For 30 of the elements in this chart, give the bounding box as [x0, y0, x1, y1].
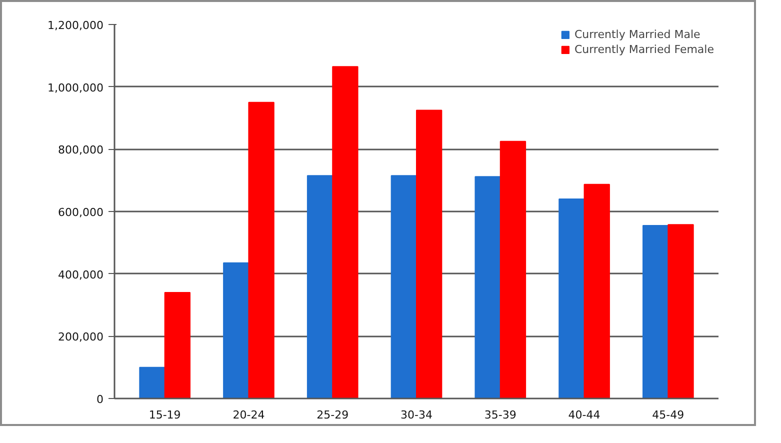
- y-tick-label: 800,000: [58, 144, 104, 157]
- bar: [332, 66, 358, 398]
- bar: [642, 225, 669, 398]
- y-tick-label: 1,200,000: [48, 19, 104, 32]
- x-tick-label: 30-34: [400, 408, 432, 422]
- bar: [558, 198, 585, 398]
- y-tick-label: 200,000: [58, 330, 104, 344]
- x-tick-label: 40-44: [568, 408, 600, 422]
- y-tick-label: 400,000: [58, 268, 104, 282]
- bar: [584, 184, 610, 398]
- x-tick-label: 20-24: [232, 408, 265, 422]
- y-tick-label: 0: [96, 393, 104, 406]
- legend-label: Currently Married Male: [574, 28, 700, 41]
- bar: [164, 292, 190, 398]
- x-tick-label: 45-49: [652, 408, 684, 422]
- y-tick-label: 600,000: [58, 206, 104, 219]
- bar: [306, 175, 334, 398]
- x-tick-label: 15-19: [148, 408, 181, 422]
- bar: [390, 175, 417, 398]
- bar: [500, 140, 526, 398]
- bar: [474, 176, 501, 398]
- legend-label: Currently Married Female: [574, 43, 714, 56]
- bar: [248, 102, 274, 398]
- bar: [668, 224, 694, 398]
- x-tick-label: 25-29: [316, 408, 349, 422]
- x-tick-label: 35-39: [484, 408, 516, 422]
- bar: [139, 366, 166, 398]
- bar: [223, 262, 250, 398]
- bar: [416, 110, 442, 398]
- y-tick-label: 1,000,000: [48, 81, 104, 94]
